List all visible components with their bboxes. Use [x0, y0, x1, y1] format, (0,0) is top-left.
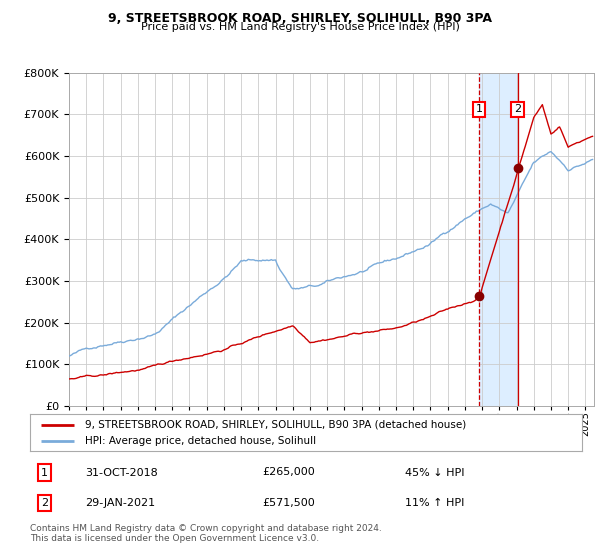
Text: Contains HM Land Registry data © Crown copyright and database right 2024.
This d: Contains HM Land Registry data © Crown c…	[30, 524, 382, 543]
Bar	[479, 73, 518, 406]
Text: 11% ↑ HPI: 11% ↑ HPI	[406, 498, 465, 508]
Text: £265,000: £265,000	[262, 468, 314, 478]
Text: 31-OCT-2018: 31-OCT-2018	[85, 468, 158, 478]
Text: 2: 2	[41, 498, 48, 508]
Text: 45% ↓ HPI: 45% ↓ HPI	[406, 468, 465, 478]
Text: Price paid vs. HM Land Registry's House Price Index (HPI): Price paid vs. HM Land Registry's House …	[140, 22, 460, 32]
Text: 9, STREETSBROOK ROAD, SHIRLEY, SOLIHULL, B90 3PA: 9, STREETSBROOK ROAD, SHIRLEY, SOLIHULL,…	[108, 12, 492, 25]
Text: £571,500: £571,500	[262, 498, 314, 508]
Text: 1: 1	[476, 105, 482, 114]
Text: 9, STREETSBROOK ROAD, SHIRLEY, SOLIHULL, B90 3PA (detached house): 9, STREETSBROOK ROAD, SHIRLEY, SOLIHULL,…	[85, 419, 466, 430]
Text: HPI: Average price, detached house, Solihull: HPI: Average price, detached house, Soli…	[85, 436, 316, 446]
Text: 1: 1	[41, 468, 48, 478]
Text: 29-JAN-2021: 29-JAN-2021	[85, 498, 155, 508]
Text: 2: 2	[514, 105, 521, 114]
